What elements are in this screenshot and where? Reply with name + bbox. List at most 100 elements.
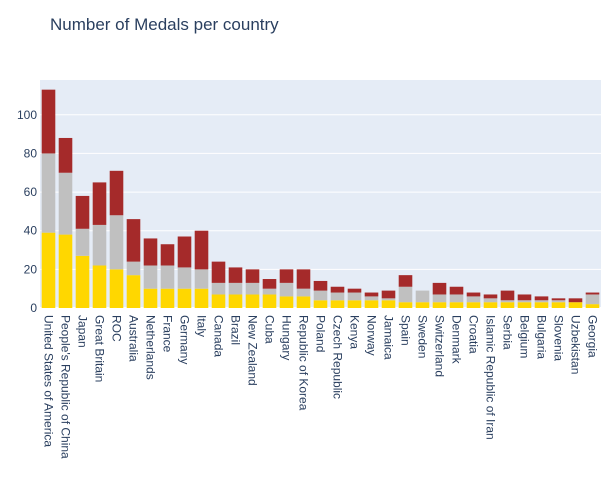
bar-segment: [364, 300, 379, 308]
bar-segment: [551, 302, 566, 308]
y-tick-label: 40: [24, 224, 38, 238]
bar-segment: [551, 298, 566, 301]
x-tick-label: Jamaica: [382, 315, 396, 360]
x-tick-label: Netherlands: [144, 315, 158, 380]
bar-segment: [398, 286, 413, 303]
bar-segment: [177, 236, 192, 268]
bar-segment: [109, 170, 124, 216]
bar-segment: [534, 300, 549, 303]
x-tick-label: Denmark: [450, 315, 464, 365]
x-tick-label: France: [161, 315, 175, 353]
x-tick-label: Slovenia: [552, 315, 566, 361]
bar-segment: [381, 298, 396, 301]
y-tick-label: 0: [30, 301, 37, 315]
bar-segment: [517, 300, 532, 303]
bar-segment: [41, 89, 56, 154]
bar-segment: [160, 265, 175, 289]
x-tick-label: Switzerland: [433, 315, 447, 377]
bar-segment: [126, 261, 141, 276]
x-tick-label: Georgia: [586, 315, 600, 358]
bar-segment: [211, 261, 226, 283]
bar-segment: [432, 282, 447, 295]
bar-segment: [296, 296, 311, 308]
bar-segment: [245, 269, 260, 283]
x-tick-label: Republic of Korea: [297, 315, 311, 411]
y-tick-label: 100: [17, 108, 37, 122]
bar-segment: [517, 294, 532, 301]
bar-segment: [398, 302, 413, 308]
bar-segment: [500, 302, 515, 308]
bar-segment: [551, 300, 566, 303]
bar-segment: [313, 300, 328, 308]
bar-segment: [228, 294, 243, 308]
bar-segment: [279, 282, 294, 297]
x-tick-label: Serbia: [501, 315, 515, 350]
bar-segment: [194, 269, 209, 289]
bar-segment: [160, 288, 175, 308]
chart-title: Number of Medals per country: [50, 15, 279, 34]
bar-segment: [109, 215, 124, 270]
bar-segment: [143, 265, 158, 289]
x-axis-ticks: United States of America People's Republi…: [42, 315, 600, 459]
bar-segment: [58, 172, 73, 235]
bar-segment: [432, 302, 447, 308]
x-tick-label: Spain: [399, 315, 413, 346]
bar-segment: [398, 275, 413, 287]
x-tick-label: Islamic Republic of Iran: [484, 315, 498, 440]
bar-segment: [585, 292, 600, 295]
x-tick-label: Poland: [314, 315, 328, 352]
bar-segment: [109, 269, 124, 308]
x-tick-label: Great Britain: [93, 315, 107, 382]
bar-segment: [143, 238, 158, 266]
bar-segment: [41, 232, 56, 308]
bar-segment: [313, 290, 328, 301]
bar-segment: [585, 294, 600, 305]
bar-segment: [483, 302, 498, 308]
bar-segment: [466, 302, 481, 308]
bar-segment: [279, 296, 294, 308]
bar-segment: [58, 137, 73, 173]
bar-segment: [245, 282, 260, 295]
bar-segment: [534, 296, 549, 301]
bar-segment: [228, 282, 243, 295]
x-tick-label: People's Republic of China: [59, 315, 73, 459]
x-tick-label: Kenya: [348, 315, 362, 349]
bar-segment: [330, 300, 345, 308]
x-tick-label: Croatia: [467, 315, 481, 354]
bar-segment: [585, 304, 600, 308]
bar-segment: [262, 294, 277, 308]
x-tick-label: Germany: [178, 315, 192, 364]
bar-segment: [177, 267, 192, 289]
bar-segment: [75, 195, 90, 229]
bar-segment: [143, 288, 158, 308]
bar-segment: [347, 288, 362, 293]
bar-segment: [92, 265, 107, 308]
bar-segment: [262, 288, 277, 295]
bar-segment: [364, 292, 379, 297]
bar-segment: [483, 298, 498, 303]
x-tick-label: Italy: [195, 315, 209, 337]
bar-segment: [41, 153, 56, 233]
bars: [41, 89, 600, 308]
x-tick-label: Hungary: [280, 315, 294, 360]
bar-segment: [364, 296, 379, 301]
bar-segment: [449, 302, 464, 308]
bar-segment: [534, 302, 549, 308]
x-tick-label: Cuba: [263, 315, 277, 344]
bar-segment: [177, 288, 192, 308]
bar-segment: [381, 290, 396, 299]
bar-segment: [313, 280, 328, 291]
bar-segment: [262, 279, 277, 289]
bar-segment: [330, 292, 345, 301]
bar-segment: [228, 267, 243, 283]
bar-segment: [500, 300, 515, 303]
bar-segment: [347, 292, 362, 301]
bar-segment: [449, 294, 464, 303]
bar-segment: [75, 255, 90, 308]
y-axis-ticks: 0 20 40 60 80 100: [17, 108, 37, 315]
x-tick-label: Czech Republic: [331, 315, 345, 399]
bar-segment: [211, 282, 226, 295]
bar-segment: [330, 286, 345, 293]
bar-segment: [245, 294, 260, 308]
